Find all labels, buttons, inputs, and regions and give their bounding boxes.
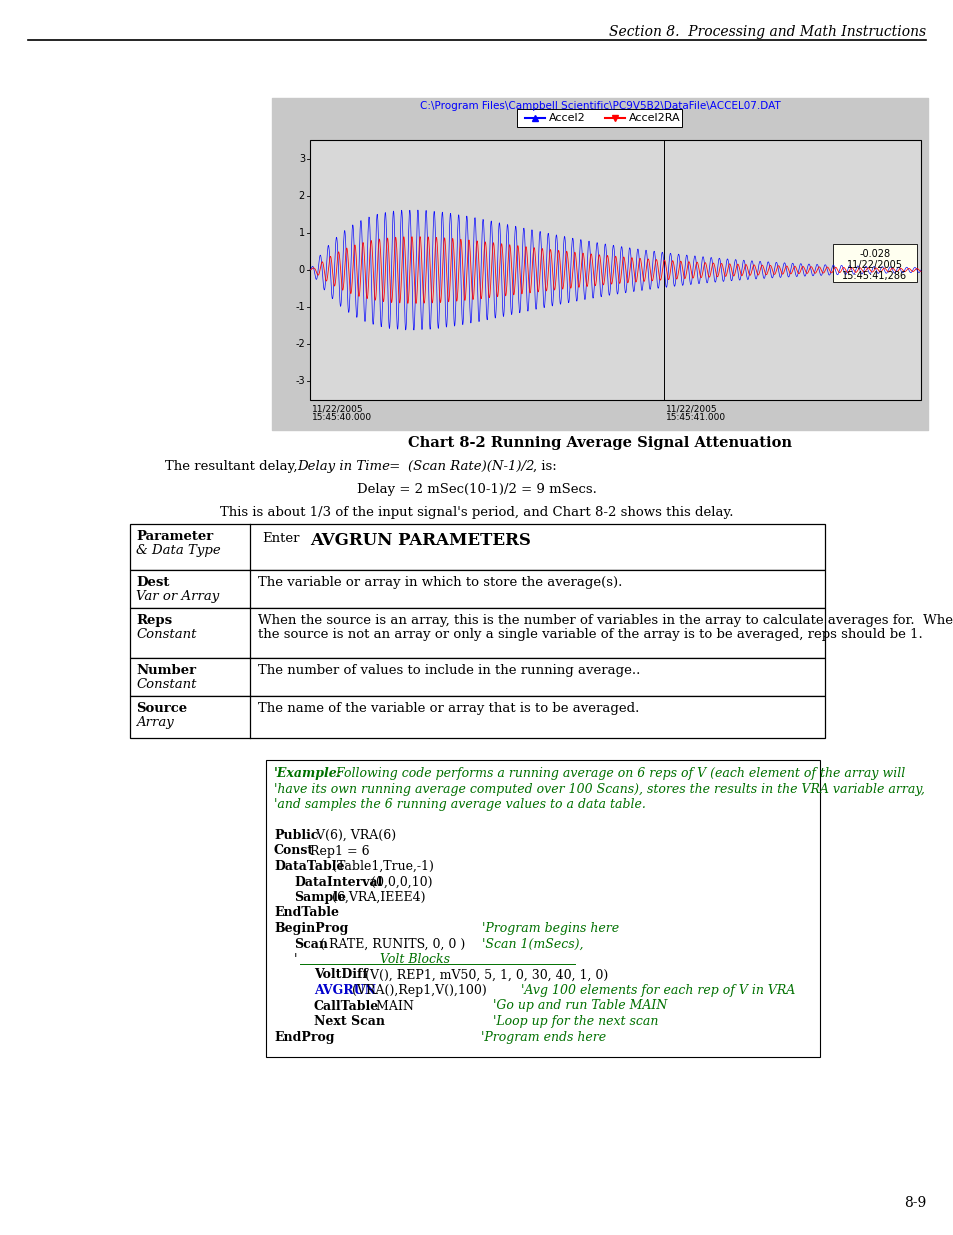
Text: MAIN: MAIN (372, 999, 476, 1013)
Text: 'have its own running average computed over 100 Scans), stores the results in th: 'have its own running average computed o… (274, 783, 923, 795)
Text: 1: 1 (298, 227, 305, 238)
Text: (Scan Rate)(N-1)/2: (Scan Rate)(N-1)/2 (408, 459, 534, 473)
Text: The resultant delay,: The resultant delay, (165, 459, 297, 473)
Text: Chart 8-2 Running Average Signal Attenuation: Chart 8-2 Running Average Signal Attenua… (408, 436, 791, 450)
Text: 15:45:41.000: 15:45:41.000 (666, 412, 726, 422)
Text: 0: 0 (298, 266, 305, 275)
Text: 2: 2 (298, 190, 305, 201)
Text: Array: Array (136, 716, 173, 729)
Text: Parameter: Parameter (136, 530, 213, 543)
Text: 'Loop up for the next scan: 'Loop up for the next scan (493, 1015, 659, 1028)
Text: Enter: Enter (262, 532, 299, 545)
Text: (Table1,True,-1): (Table1,True,-1) (332, 860, 433, 873)
Text: Accel2RA: Accel2RA (628, 112, 679, 124)
FancyBboxPatch shape (130, 524, 824, 571)
Text: 3: 3 (298, 153, 305, 163)
Text: AVGRUN: AVGRUN (314, 984, 375, 997)
Text: 'Go up and run Table MAIN: 'Go up and run Table MAIN (493, 999, 667, 1013)
Text: BeginProg: BeginProg (274, 923, 348, 935)
Text: Scan: Scan (294, 937, 328, 951)
Text: The number of values to include in the running average..: The number of values to include in the r… (257, 664, 639, 677)
Text: (V(), REP1, mV50, 5, 1, 0, 30, 40, 1, 0): (V(), REP1, mV50, 5, 1, 0, 30, 40, 1, 0) (365, 968, 608, 982)
Text: Number: Number (136, 664, 196, 677)
Text: Volt Blocks: Volt Blocks (299, 953, 530, 966)
Text: 'Example:: 'Example: (274, 767, 342, 781)
Text: Reps: Reps (136, 614, 172, 627)
Text: 'Program ends here: 'Program ends here (480, 1030, 606, 1044)
Text: -1: -1 (295, 303, 305, 312)
FancyBboxPatch shape (130, 697, 824, 739)
Text: 11/22/2005: 11/22/2005 (666, 404, 718, 412)
Text: AVGRUN PARAMETERS: AVGRUN PARAMETERS (310, 532, 530, 550)
Text: -2: -2 (294, 340, 305, 350)
FancyBboxPatch shape (130, 658, 824, 697)
FancyBboxPatch shape (832, 243, 916, 282)
Text: The name of the variable or array that is to be averaged.: The name of the variable or array that i… (257, 701, 639, 715)
Text: Section 8.  Processing and Math Instructions: Section 8. Processing and Math Instructi… (608, 25, 925, 40)
Text: -0.028: -0.028 (859, 248, 890, 258)
Text: DataInterval: DataInterval (294, 876, 382, 888)
FancyBboxPatch shape (130, 608, 824, 658)
Text: Source: Source (136, 701, 187, 715)
Text: Dest: Dest (136, 576, 170, 589)
FancyBboxPatch shape (310, 140, 920, 400)
Text: 15:45:40.000: 15:45:40.000 (312, 412, 372, 422)
Text: VoltDiff: VoltDiff (314, 968, 367, 982)
Text: Following code performs a running average on 6 reps of V (each element of the ar: Following code performs a running averag… (332, 767, 903, 781)
Text: 11/22/2005: 11/22/2005 (312, 404, 363, 412)
Text: (6,VRA,IEEE4): (6,VRA,IEEE4) (332, 890, 425, 904)
Text: =: = (385, 459, 408, 473)
Text: the source is not an array or only a single variable of the array is to be avera: the source is not an array or only a sin… (257, 629, 922, 641)
FancyBboxPatch shape (130, 571, 824, 608)
Text: 8-9: 8-9 (902, 1195, 925, 1210)
Text: Accel2: Accel2 (548, 112, 584, 124)
Text: Delay in Time: Delay in Time (296, 459, 390, 473)
Text: ( RATE, RUNITS, 0, 0 ): ( RATE, RUNITS, 0, 0 ) (319, 937, 488, 951)
Text: ': ' (294, 953, 297, 966)
FancyBboxPatch shape (517, 109, 681, 127)
Text: Rep1 = 6: Rep1 = 6 (306, 845, 369, 857)
Text: Var or Array: Var or Array (136, 590, 219, 603)
Text: CallTable: CallTable (314, 999, 379, 1013)
Text: This is about 1/3 of the input signal's period, and Chart 8-2 shows this delay.: This is about 1/3 of the input signal's … (220, 506, 733, 519)
Text: Sample: Sample (294, 890, 346, 904)
Text: DataTable: DataTable (274, 860, 344, 873)
FancyBboxPatch shape (266, 760, 820, 1057)
Text: 'Avg 100 elements for each rep of V in VRA: 'Avg 100 elements for each rep of V in V… (520, 984, 794, 997)
Text: EndTable: EndTable (274, 906, 338, 920)
Text: 'Program begins here: 'Program begins here (482, 923, 618, 935)
Text: 'and samples the 6 running average values to a data table.: 'and samples the 6 running average value… (274, 798, 645, 811)
Text: 'Scan 1(mSecs),: 'Scan 1(mSecs), (481, 937, 583, 951)
Text: 11/22/2005: 11/22/2005 (846, 259, 902, 269)
Text: Const: Const (274, 845, 314, 857)
Text: Delay = 2 mSec(10-1)/2 = 9 mSecs.: Delay = 2 mSec(10-1)/2 = 9 mSecs. (356, 483, 597, 496)
Text: -3: -3 (295, 377, 305, 387)
Text: Constant: Constant (136, 678, 196, 692)
Text: (VRA(),Rep1,V(),100): (VRA(),Rep1,V(),100) (352, 984, 487, 997)
Text: & Data Type: & Data Type (136, 543, 220, 557)
Text: C:\Program Files\Campbell Scientific\PC9V5B2\DataFile\ACCEL07.DAT: C:\Program Files\Campbell Scientific\PC9… (419, 101, 780, 111)
Text: 15:45:41,286: 15:45:41,286 (841, 270, 906, 280)
Text: , is:: , is: (533, 459, 557, 473)
Text: (0,0,0,10): (0,0,0,10) (371, 876, 432, 888)
Text: Next Scan: Next Scan (314, 1015, 385, 1028)
Text: When the source is an array, this is the number of variables in the array to cal: When the source is an array, this is the… (257, 614, 953, 627)
Text: V(6), VRA(6): V(6), VRA(6) (312, 829, 396, 842)
Text: The variable or array in which to store the average(s).: The variable or array in which to store … (257, 576, 621, 589)
Text: Constant: Constant (136, 629, 196, 641)
Text: EndProg: EndProg (274, 1030, 335, 1044)
Text: Public: Public (274, 829, 318, 842)
